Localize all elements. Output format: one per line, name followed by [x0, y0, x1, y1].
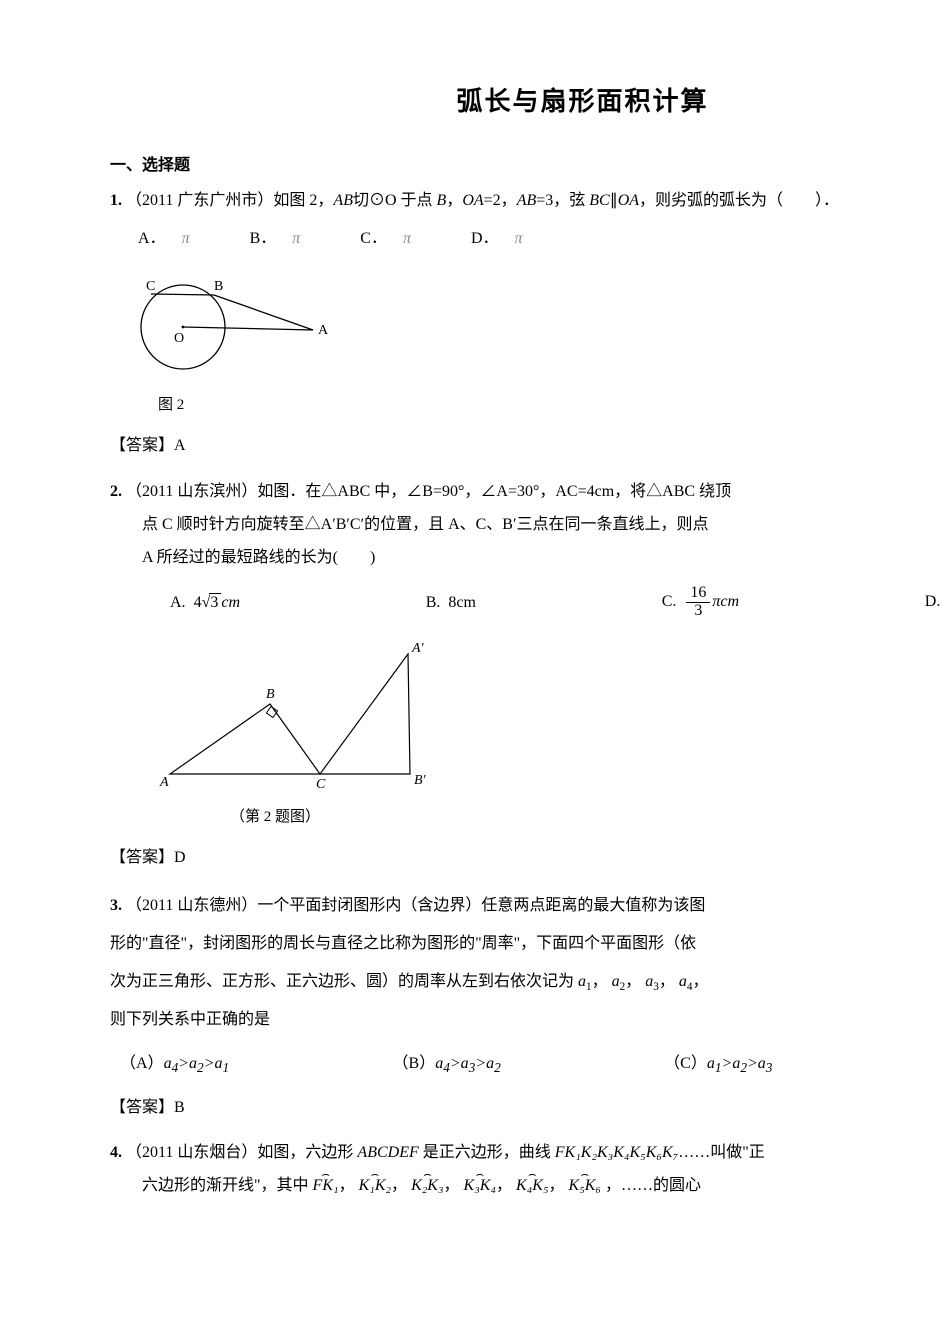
page-title: 弧长与扇形面积计算: [110, 80, 945, 124]
q1-figure-caption: 图 2: [158, 393, 945, 419]
section-heading: 一、选择题: [110, 152, 945, 179]
q4-num: 4.: [110, 1144, 122, 1161]
q3-choice-d: （D）a2>a3>a4: [936, 1050, 945, 1080]
q3-choices: （A）a4>a2>a1 （B）a4>a3>a2 （C）a1>a2>a3 （D）a…: [120, 1050, 945, 1080]
q1-choice-c: C．π: [360, 225, 411, 252]
q3-choice-c: （C）a1>a2>a3: [664, 1050, 772, 1080]
q2-choice-a: A. 4√3cm: [170, 589, 240, 616]
q2-line2: 点 C 顺时针方向旋转至△A′B′C′的位置，且 A、C、B′三点在同一条直线上…: [110, 511, 945, 538]
q2-figure-caption: （第 2 题图）: [230, 805, 945, 831]
svg-text:A′: A′: [411, 641, 425, 656]
q3-para3: 次为正三角形、正方形、正六边形、圆）的周率从左到右依次记为 a1， a2， a3…: [110, 966, 945, 999]
q2-num: 2.: [110, 483, 122, 500]
q2-figure: A B C A′ B′ （第 2 题图）: [150, 634, 945, 831]
svg-text:O: O: [174, 331, 184, 346]
q1-choices: A．π B．π C．π D．π: [138, 225, 945, 252]
svg-text:B′: B′: [414, 773, 427, 788]
q2-answer: 【答案】D: [110, 844, 945, 871]
q2-choice-d: D. 83πcm: [925, 585, 945, 620]
q1-figure-svg: C B O A: [118, 262, 338, 382]
svg-text:A: A: [318, 323, 329, 338]
q3-para4: 则下列关系中正确的是: [110, 1004, 945, 1036]
q3-num: 3.: [110, 897, 122, 914]
q1-text: （2011 广东广州市）如图 2，AB切⊙O 于点 B，OA=2，AB=3，弦 …: [126, 192, 839, 209]
q2-figure-svg: A B C A′ B′: [150, 634, 450, 794]
svg-text:C: C: [146, 279, 155, 294]
question-2: 2. （2011 山东滨州）如图．在△ABC 中，∠B=90°，∠A=30°，A…: [110, 478, 945, 505]
q1-choice-b: B．π: [250, 225, 301, 252]
svg-text:B: B: [214, 279, 223, 294]
question-1: 1. （2011 广东广州市）如图 2，AB切⊙O 于点 B，OA=2，AB=3…: [110, 187, 945, 214]
q3-choice-a: （A）a4>a2>a1: [120, 1050, 229, 1080]
q3-para2: 形的"直径"，封闭图形的周长与直径之比称为图形的"周率"，下面四个平面图形（依: [110, 928, 945, 960]
q2-choice-b: B. 8cm: [426, 589, 476, 616]
question-4: 4. （2011 山东烟台）如图，六边形 ABCDEF 是正六边形，曲线 FK₁…: [110, 1139, 945, 1166]
q1-choice-a: A．π: [138, 225, 190, 252]
svg-text:B: B: [266, 687, 275, 702]
svg-text:C: C: [316, 777, 326, 792]
q3-answer: 【答案】B: [110, 1094, 945, 1121]
q1-choice-d: D．π: [471, 225, 523, 252]
q1-num: 1.: [110, 192, 122, 209]
q3-choice-b: （B）a4>a3>a2: [393, 1050, 501, 1080]
q1-answer: 【答案】A: [110, 432, 945, 459]
q1-figure: C B O A 图 2: [118, 262, 945, 419]
q4-line2: 六边形的渐开线"，其中 FK₁， K₁K₂， K₂K₃， K₃K₄， K₄K₅，…: [110, 1172, 945, 1199]
q2-choices: A. 4√3cm B. 8cm C. 163πcm D. 83πcm: [170, 585, 945, 620]
q2-choice-c: C. 163πcm: [662, 585, 739, 620]
q2-line3: A 所经过的最短路线的长为( ): [110, 544, 945, 571]
svg-text:A: A: [159, 775, 169, 790]
question-3: 3. （2011 山东德州）一个平面封闭图形内（含边界）任意两点距离的最大值称为…: [110, 890, 945, 922]
